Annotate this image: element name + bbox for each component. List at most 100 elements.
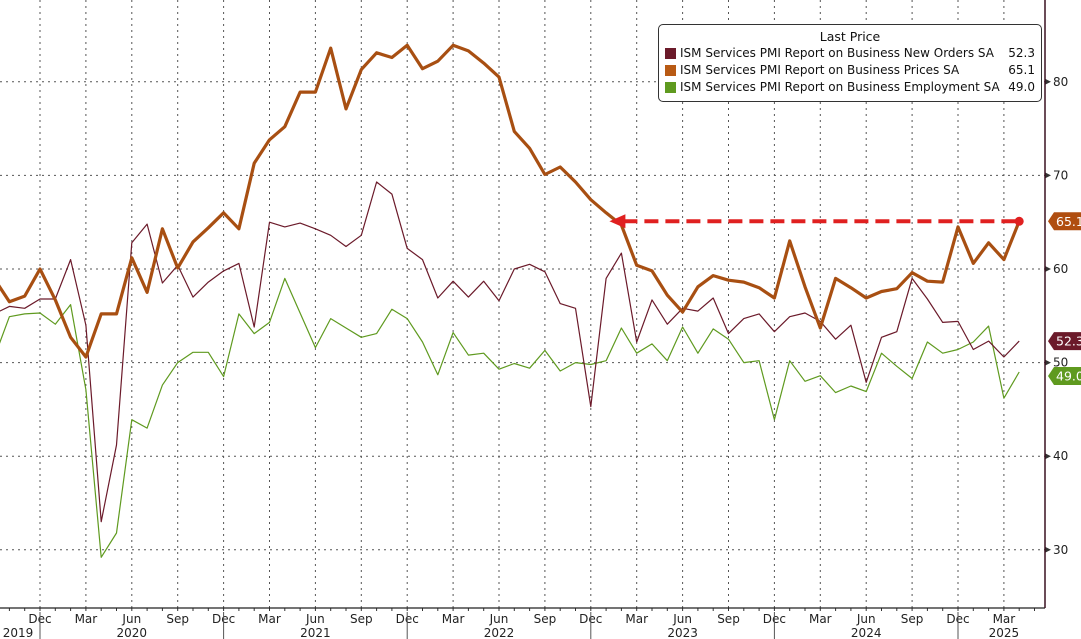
legend-swatch — [665, 82, 676, 93]
point-prices — [8, 300, 11, 303]
point-employment — [528, 367, 531, 370]
point-new-orders — [804, 311, 807, 314]
point-employment — [941, 352, 944, 355]
point-employment — [54, 323, 57, 326]
legend-item-employment: ISM Services PMI Report on Business Empl… — [665, 79, 1035, 96]
point-new-orders — [192, 296, 195, 299]
point-new-orders — [436, 297, 439, 300]
x-tick-label: Jun — [489, 612, 509, 626]
point-prices — [987, 241, 990, 244]
point-new-orders — [972, 348, 975, 351]
point-employment — [696, 352, 699, 355]
point-prices — [299, 91, 302, 94]
point-employment — [666, 359, 669, 362]
point-new-orders — [421, 258, 424, 261]
point-new-orders — [941, 321, 944, 324]
point-prices — [742, 281, 745, 284]
point-employment — [283, 277, 286, 280]
series-lines — [0, 43, 1021, 558]
x-tick-label: Mar — [75, 612, 98, 626]
legend-label: ISM Services PMI Report on Business New … — [680, 46, 994, 60]
point-prices — [712, 274, 715, 277]
point-new-orders — [605, 277, 608, 280]
x-tick-label: Sep — [717, 612, 740, 626]
legend: Last Price ISM Services PMI Report on Bu… — [658, 24, 1042, 102]
point-new-orders — [788, 315, 791, 318]
point-prices — [651, 269, 654, 272]
point-employment — [543, 349, 546, 352]
point-employment — [742, 361, 745, 364]
point-new-orders — [130, 241, 133, 244]
point-prices — [895, 287, 898, 290]
legend-swatch — [665, 65, 676, 76]
point-prices — [345, 107, 348, 110]
point-employment — [436, 373, 439, 376]
point-prices — [253, 162, 256, 165]
point-prices — [360, 68, 363, 71]
point-employment — [482, 352, 485, 355]
point-new-orders — [360, 234, 363, 237]
point-employment — [635, 352, 638, 355]
point-new-orders — [865, 381, 868, 384]
point-employment — [911, 377, 914, 380]
point-new-orders — [635, 341, 638, 344]
badge-employment — [1048, 366, 1081, 385]
point-employment — [788, 359, 791, 362]
badge-prices — [1048, 212, 1081, 231]
point-prices — [161, 227, 164, 230]
point-employment — [972, 341, 975, 344]
point-new-orders — [1018, 340, 1021, 343]
point-employment — [130, 418, 133, 421]
point-new-orders — [161, 282, 164, 285]
point-employment — [880, 352, 883, 355]
point-prices — [941, 281, 944, 284]
badge-value-prices: 65.1 — [1056, 214, 1081, 229]
point-prices — [834, 277, 837, 280]
point-new-orders — [237, 262, 240, 265]
point-new-orders — [926, 297, 929, 300]
point-employment — [375, 332, 378, 335]
point-employment — [574, 361, 577, 364]
point-new-orders — [773, 330, 776, 333]
point-employment — [605, 359, 608, 362]
point-prices — [972, 262, 975, 265]
point-prices — [268, 138, 271, 141]
annotation — [609, 214, 1024, 229]
point-prices — [605, 211, 608, 214]
point-new-orders — [849, 324, 852, 327]
y-tick — [1045, 172, 1051, 179]
point-employment — [299, 311, 302, 314]
point-employment — [620, 326, 623, 329]
point-prices — [436, 60, 439, 63]
point-employment — [146, 427, 149, 430]
point-prices — [146, 291, 149, 294]
point-new-orders — [207, 281, 210, 284]
point-new-orders — [987, 340, 990, 343]
line-new-orders — [0, 181, 1020, 523]
y-tick — [1045, 546, 1051, 553]
y-tick — [1045, 359, 1051, 366]
point-prices — [84, 355, 87, 358]
point-prices — [543, 173, 546, 176]
point-prices — [865, 297, 868, 300]
point-prices — [926, 280, 929, 283]
point-employment — [559, 370, 562, 373]
point-prices — [329, 47, 332, 50]
point-new-orders — [222, 269, 225, 272]
point-employment — [1002, 397, 1005, 400]
x-tick-label: Jun — [305, 612, 325, 626]
year-label: 2024 — [851, 626, 882, 639]
series-employment — [0, 277, 1020, 558]
point-prices — [635, 264, 638, 267]
point-employment — [69, 303, 72, 306]
line-employment — [0, 277, 1020, 558]
point-employment — [895, 365, 898, 368]
point-new-orders — [620, 252, 623, 255]
year-label: 2023 — [667, 626, 698, 639]
point-employment — [773, 418, 776, 421]
point-prices — [957, 225, 960, 228]
point-new-orders — [115, 443, 118, 446]
x-tick-label: Mar — [809, 612, 832, 626]
